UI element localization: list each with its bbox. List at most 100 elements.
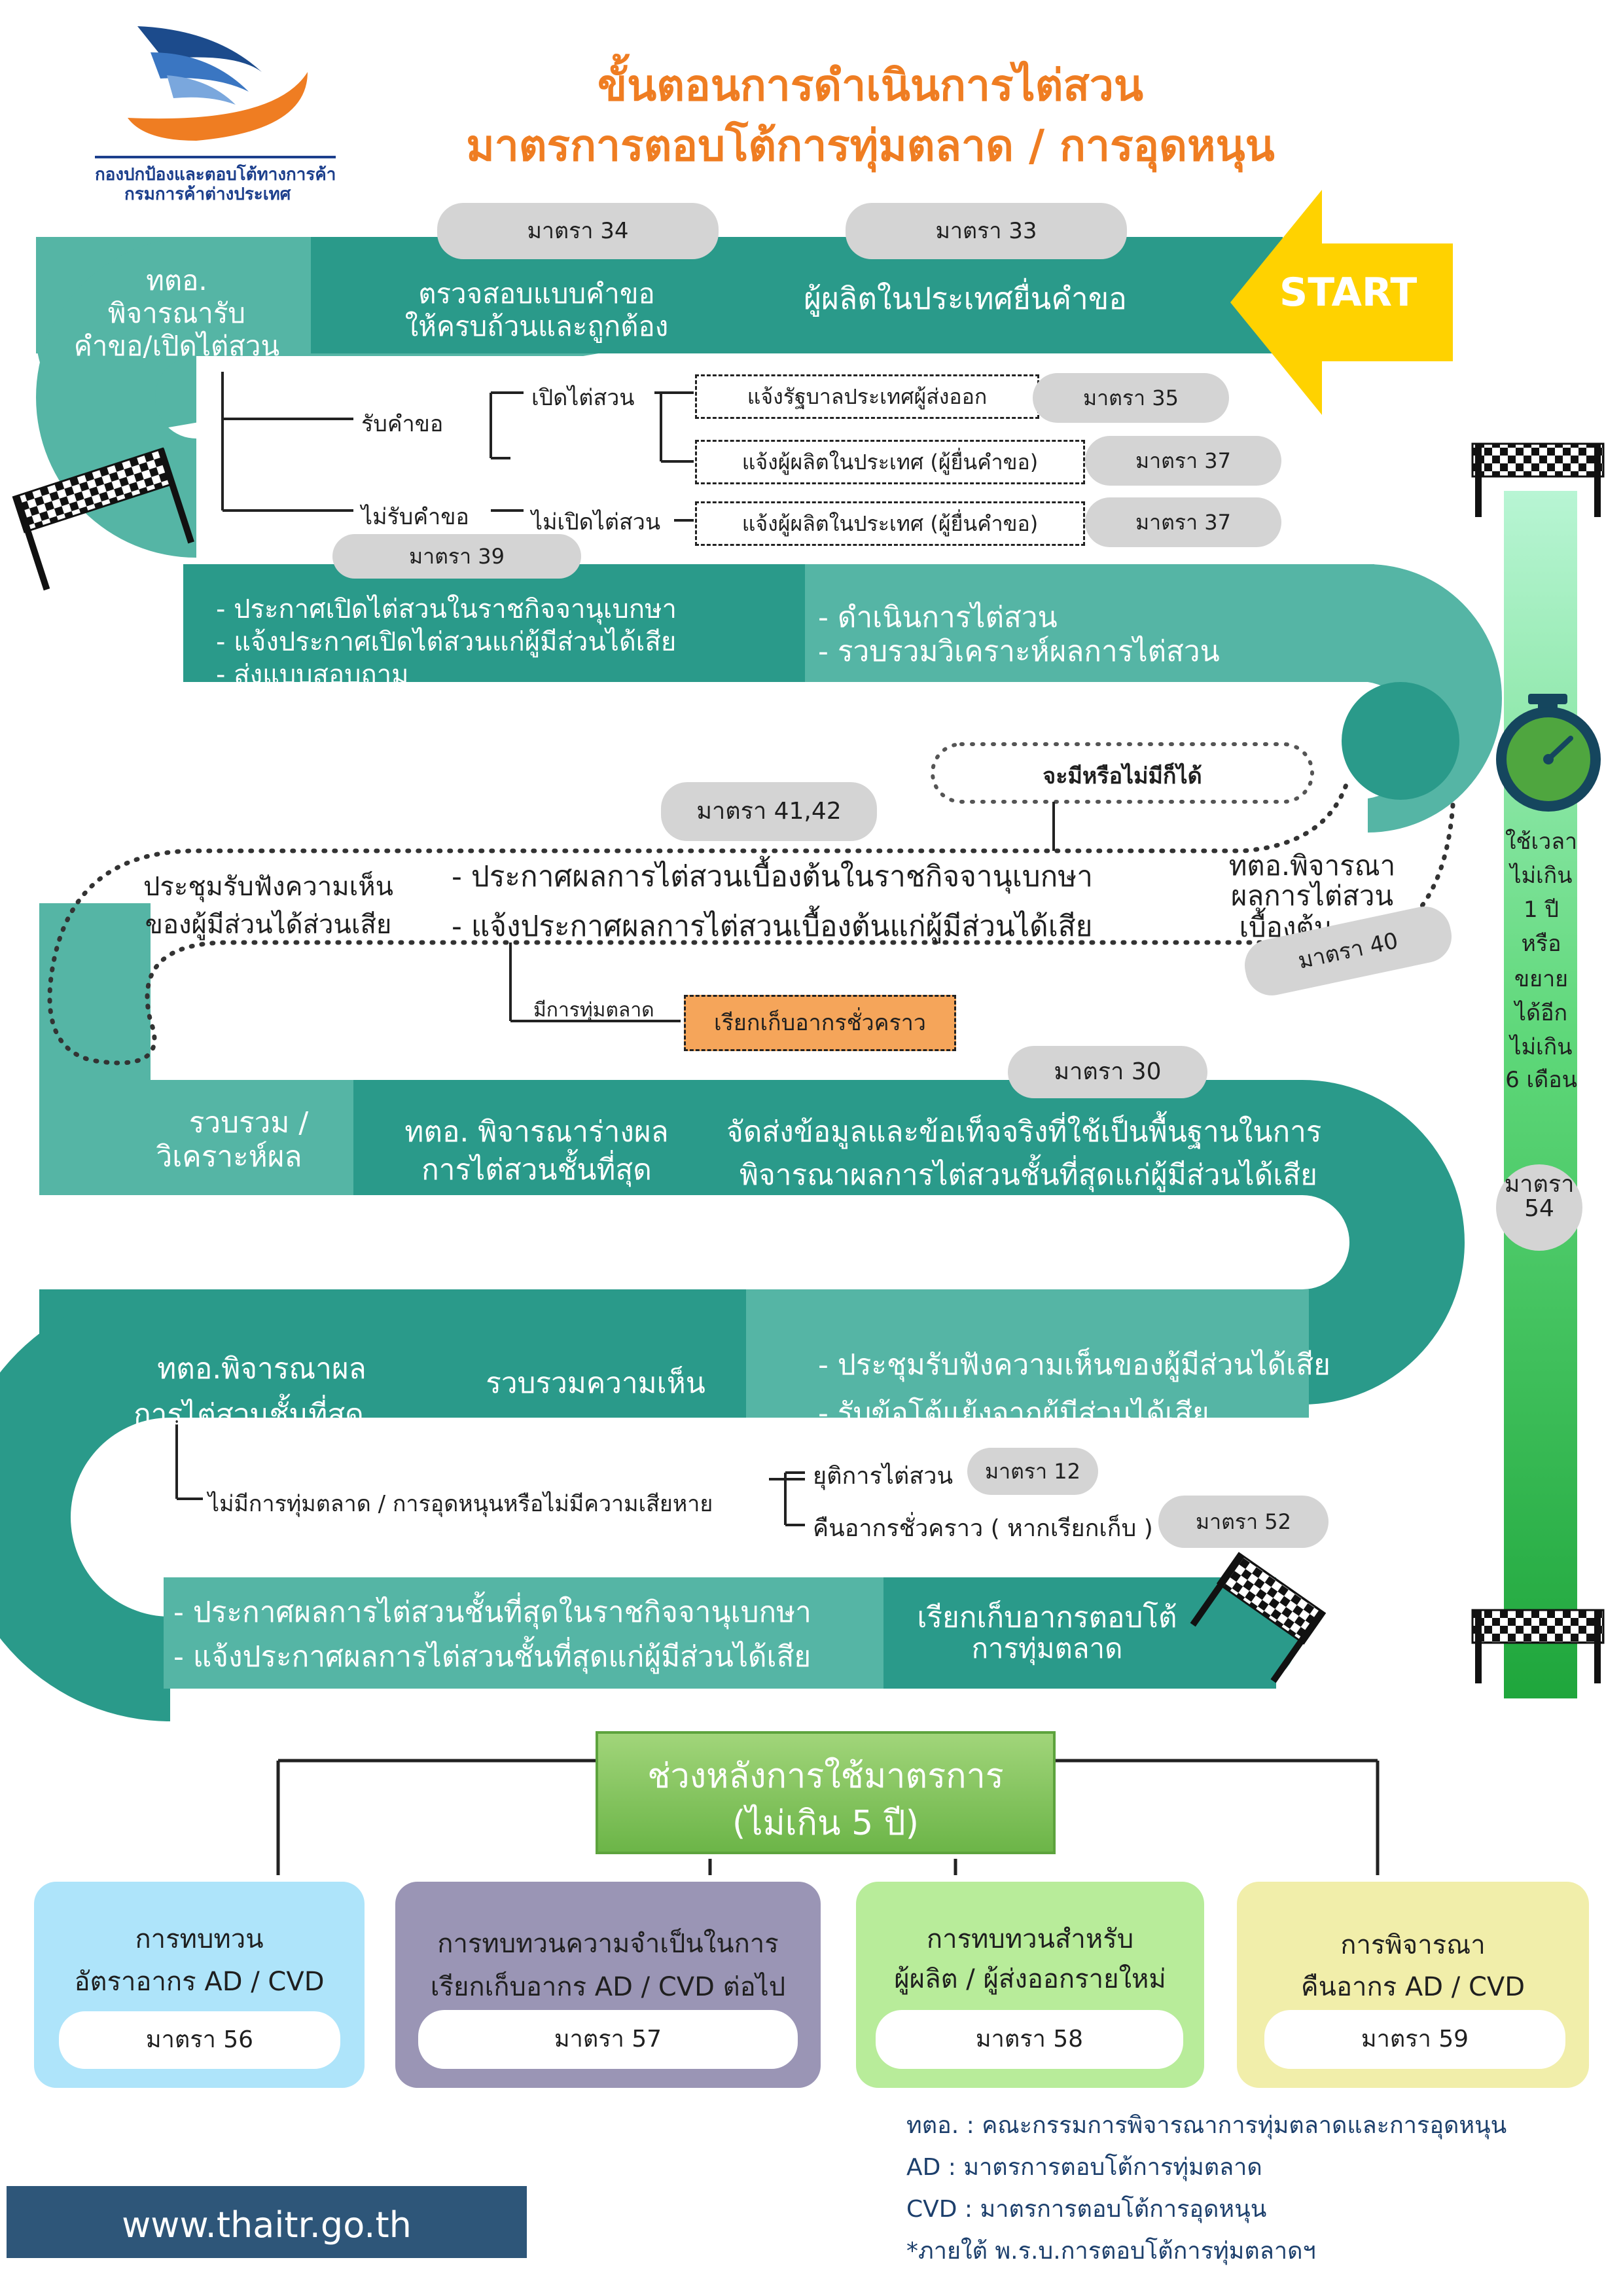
checkered-flag-icon xyxy=(1471,1609,1605,1683)
article-33-badge: มาตรา 33 xyxy=(846,203,1127,259)
prelim-announce-2: - แจ้งประกาศผลการไต่สวนเบื้องต้นแก่ผู้มี… xyxy=(452,910,1093,943)
timer-article-2: 54 xyxy=(1524,1195,1554,1222)
timer-line-7: ไม่เกิน xyxy=(1510,1034,1573,1060)
notify-producer-open: แจ้งผู้ผลิตในประเทศ (ผู้ยื่นคำขอ) xyxy=(695,440,1085,484)
timer-article-badge xyxy=(1496,1164,1582,1251)
legend-line-4: *ภายใต้ พ.ร.บ.การตอบโต้การทุ่มตลาดฯ xyxy=(906,2238,1316,2265)
article-56-badge: มาตรา 56 xyxy=(59,2011,340,2069)
collect-2: วิเคราะห์ผล xyxy=(156,1140,302,1174)
final-consider-1: ทตอ.พิจารณาผล xyxy=(157,1352,366,1386)
provisional-duty: เรียกเก็บอากรชั่วคราว xyxy=(684,995,956,1051)
step-submit-request: ผู้ผลิตในประเทศยื่นคำขอ xyxy=(804,281,1127,316)
decision-accept: รับคำขอ xyxy=(361,411,444,437)
after-phase-header-2: (ไม่เกิน 5 ปี) xyxy=(732,1804,919,1843)
timer-article-1: มาตรา xyxy=(1504,1171,1575,1198)
after-box-rate-review: การทบทวน อัตราอากร AD / CVD มาตรา 56 xyxy=(34,1882,365,2088)
collect-1: รวบรวม / xyxy=(188,1106,309,1139)
draft-final-1: ทตอ. พิจารณาร่างผล xyxy=(404,1115,669,1149)
after-box-title-2: อัตราอากร AD / CVD xyxy=(74,1967,325,1997)
article-52-badge: มาตรา 52 xyxy=(1158,1496,1329,1548)
final-announce-1: - ประกาศผลการไต่สวนชั้นที่สุดในราชกิจจาน… xyxy=(173,1596,812,1629)
decision-open: เปิดไต่สวน xyxy=(531,385,635,411)
road-row5-right xyxy=(746,1289,1309,1418)
refund-label: คืนอากรชั่วคราว ( หากเรียกเก็บ ) xyxy=(813,1515,1153,1542)
announce-open-2: - แจ้งประกาศเปิดไต่สวนแก่ผู้มีส่วนได้เสี… xyxy=(216,627,677,657)
article-30-badge: มาตรา 30 xyxy=(1008,1046,1207,1098)
org-name-line2: กรมการค้าต่างประเทศ xyxy=(124,185,291,204)
article-39-badge: มาตรา 39 xyxy=(332,534,581,579)
checkered-flag-icon xyxy=(12,447,194,591)
final-announce-2: - แจ้งประกาศผลการไต่สวนชั้นที่สุดแก่ผู้ม… xyxy=(173,1640,812,1674)
timer-line-1: ใช้เวลา xyxy=(1505,829,1578,855)
after-box-title-1: การพิจารณา xyxy=(1340,1930,1486,1960)
after-box-title-2: เรียกเก็บอากร AD / CVD ต่อไป xyxy=(430,1972,786,2002)
announce-open-3: - ส่งแบบสอบถาม xyxy=(216,660,409,690)
final-consider-2: การไต่สวนชั้นที่สุด xyxy=(134,1398,364,1431)
after-box-title-1: การทบทวนความจำเป็นในการ xyxy=(437,1929,779,1959)
road-row4-mid xyxy=(353,1080,720,1195)
prelim-consider-1: ทตอ.พิจารณา xyxy=(1228,850,1396,882)
road-turn-right-1-cap xyxy=(1342,682,1459,800)
announce-open-1: - ประกาศเปิดไต่สวนในราชกิจจานุเบกษา xyxy=(216,594,677,624)
website-link[interactable]: www.thaitr.go.th xyxy=(122,2204,412,2246)
road-turn-left-1b xyxy=(170,237,196,356)
hearing-1: ประชุมรับฟังความเห็น xyxy=(143,872,394,902)
step-consider-2: พิจารณารับ xyxy=(107,297,246,329)
after-box-title-2: คืนอากร AD / CVD xyxy=(1300,1972,1525,2002)
step-check-request-1: ตรวจสอบแบบคำขอ xyxy=(418,278,655,310)
disclose-2: พิจารณาผลการไต่สวนชั้นที่สุดแก่ผู้มีส่วน… xyxy=(740,1158,1317,1192)
disclose-1: จัดส่งข้อมูลและข้อเท็จจริงที่ใช้เป็นพื้น… xyxy=(726,1115,1322,1149)
logo-icon xyxy=(128,26,308,141)
page-title-line2: มาตรการตอบโต้การทุ่มตลาด / การอุดหนุน xyxy=(466,120,1275,171)
after-phase-header: ช่วงหลังการใช้มาตรการ (ไม่เกิน 5 ปี) xyxy=(596,1731,1056,1854)
article-12-badge: มาตรา 12 xyxy=(967,1448,1098,1495)
article-57-badge: มาตรา 57 xyxy=(418,2010,798,2069)
no-dumping-label: ไม่มีการทุ่มตลาด / การอุดหนุนหรือไม่มีคว… xyxy=(208,1491,713,1517)
timer-line-6: ได้อีก xyxy=(1514,1000,1568,1026)
after-box-title-2: ผู้ผลิต / ผู้ส่งออกรายใหม่ xyxy=(894,1964,1166,1994)
terminate-label: ยุติการไต่สวน xyxy=(813,1463,954,1490)
impose-duty-1: เรียกเก็บอากรตอบโต้ xyxy=(917,1601,1177,1634)
article-37a-badge: มาตรา 37 xyxy=(1085,436,1281,486)
notify-exporter-gov: แจ้งรัฐบาลประเทศผู้ส่งออก xyxy=(695,374,1039,419)
road-row4-right xyxy=(713,1080,1302,1195)
timer-line-8: 6 เดือน xyxy=(1505,1067,1577,1093)
decision-not-open: ไม่เปิดไต่สวน xyxy=(531,509,661,535)
road-gap-row4-row5 xyxy=(170,1195,1302,1289)
checkered-flag-icon xyxy=(1471,442,1605,517)
draft-final-2: การไต่สวนชั้นที่สุด xyxy=(421,1153,652,1187)
after-box-necessity-review: การทบทวนความจำเป็นในการ เรียกเก็บอากร AD… xyxy=(395,1882,821,2088)
after-box-title-1: การทบทวนสำหรับ xyxy=(926,1924,1134,1954)
start-arrow-icon xyxy=(1230,190,1453,415)
timer-bar xyxy=(1504,491,1577,1698)
conduct-2: - รวบรวมวิเคราะห์ผลการไต่สวน xyxy=(818,635,1220,668)
after-phase-header-1: ช่วงหลังการใช้มาตรการ xyxy=(647,1757,1004,1796)
after-box-refund-review: การพิจารณา คืนอากร AD / CVD มาตรา 59 xyxy=(1237,1882,1589,2088)
timer-line-5: ขยาย xyxy=(1514,966,1569,992)
impose-duty-2: การทุ่มตลาด xyxy=(971,1632,1123,1664)
road-row2-left xyxy=(183,564,812,682)
legend-line-3: CVD : มาตรการตอบโต้การอุดหนุน xyxy=(906,2196,1267,2223)
legend-line-2: AD : มาตรการตอบโต้การทุ่มตลาด xyxy=(906,2154,1262,2181)
timer-line-4: หรือ xyxy=(1521,931,1561,957)
prelim-consider-2: ผลการไต่สวน xyxy=(1230,880,1394,912)
optional-box xyxy=(931,742,1314,804)
optional-label: จะมีหรือไม่มีก็ได้ xyxy=(1043,763,1202,789)
final-hearing-1: - ประชุมรับฟังความเห็นของผู้มีส่วนได้เสี… xyxy=(818,1348,1330,1382)
page-title-line1: ขั้นตอนการดำเนินการไต่สวน xyxy=(597,60,1144,111)
gather-opinions: รวบรวมความเห็น xyxy=(486,1367,705,1400)
prelim-announce-1: - ประกาศผลการไต่สวนเบื้องต้นในราชกิจจานุ… xyxy=(452,860,1094,893)
website-bar[interactable]: www.thaitr.go.th xyxy=(7,2186,527,2258)
start-label: START xyxy=(1279,270,1418,315)
step-check-request-2: ให้ครบถ้วนและถูกต้อง xyxy=(404,310,669,342)
road-turn-left-2 xyxy=(0,1289,170,1721)
road-gap-row5-row6 xyxy=(170,1418,1315,1577)
article-37b-badge: มาตรา 37 xyxy=(1085,497,1281,547)
decision-tree xyxy=(221,372,694,522)
decision-reject: ไม่รับคำขอ xyxy=(361,504,469,530)
final-hearing-2: - รับข้อโต้แย้งจากผู้มีส่วนได้เสีย xyxy=(818,1397,1209,1430)
timer-line-3: 1 ปี xyxy=(1523,897,1560,923)
notify-producer-reject: แจ้งผู้ผลิตในประเทศ (ผู้ยื่นคำขอ) xyxy=(695,501,1085,546)
dumping-found: มีการทุ่มตลาด xyxy=(533,999,654,1022)
